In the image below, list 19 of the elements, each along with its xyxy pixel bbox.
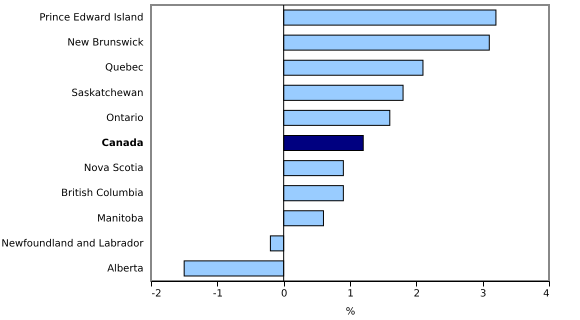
y-tick-label: Nova Scotia: [84, 163, 144, 174]
y-tick-label: Canada: [102, 138, 144, 149]
y-tick-label: Manitoba: [97, 213, 144, 224]
x-tick-label: -1: [212, 288, 223, 300]
x-tick-label: -2: [152, 288, 162, 300]
y-tick-label: New Brunswick: [67, 38, 144, 49]
x-tick-label: 2: [414, 288, 420, 300]
x-tick-label: 0: [280, 288, 288, 300]
y-tick-label: British Columbia: [61, 188, 144, 200]
x-tick-label: 4: [543, 288, 550, 300]
y-tick-label: Saskatchewan: [72, 88, 144, 99]
x-tick-label: 1: [347, 288, 354, 300]
x-axis-title: %: [346, 306, 356, 318]
y-tick-label: Alberta: [107, 263, 144, 274]
y-tick-label: Prince Edward Island: [39, 12, 144, 24]
y-tick-label: Newfoundland and Labrador: [1, 238, 144, 250]
x-tick-label: 3: [480, 288, 486, 300]
y-tick-label: Quebec: [105, 62, 144, 74]
y-tick-label: Ontario: [106, 112, 144, 124]
